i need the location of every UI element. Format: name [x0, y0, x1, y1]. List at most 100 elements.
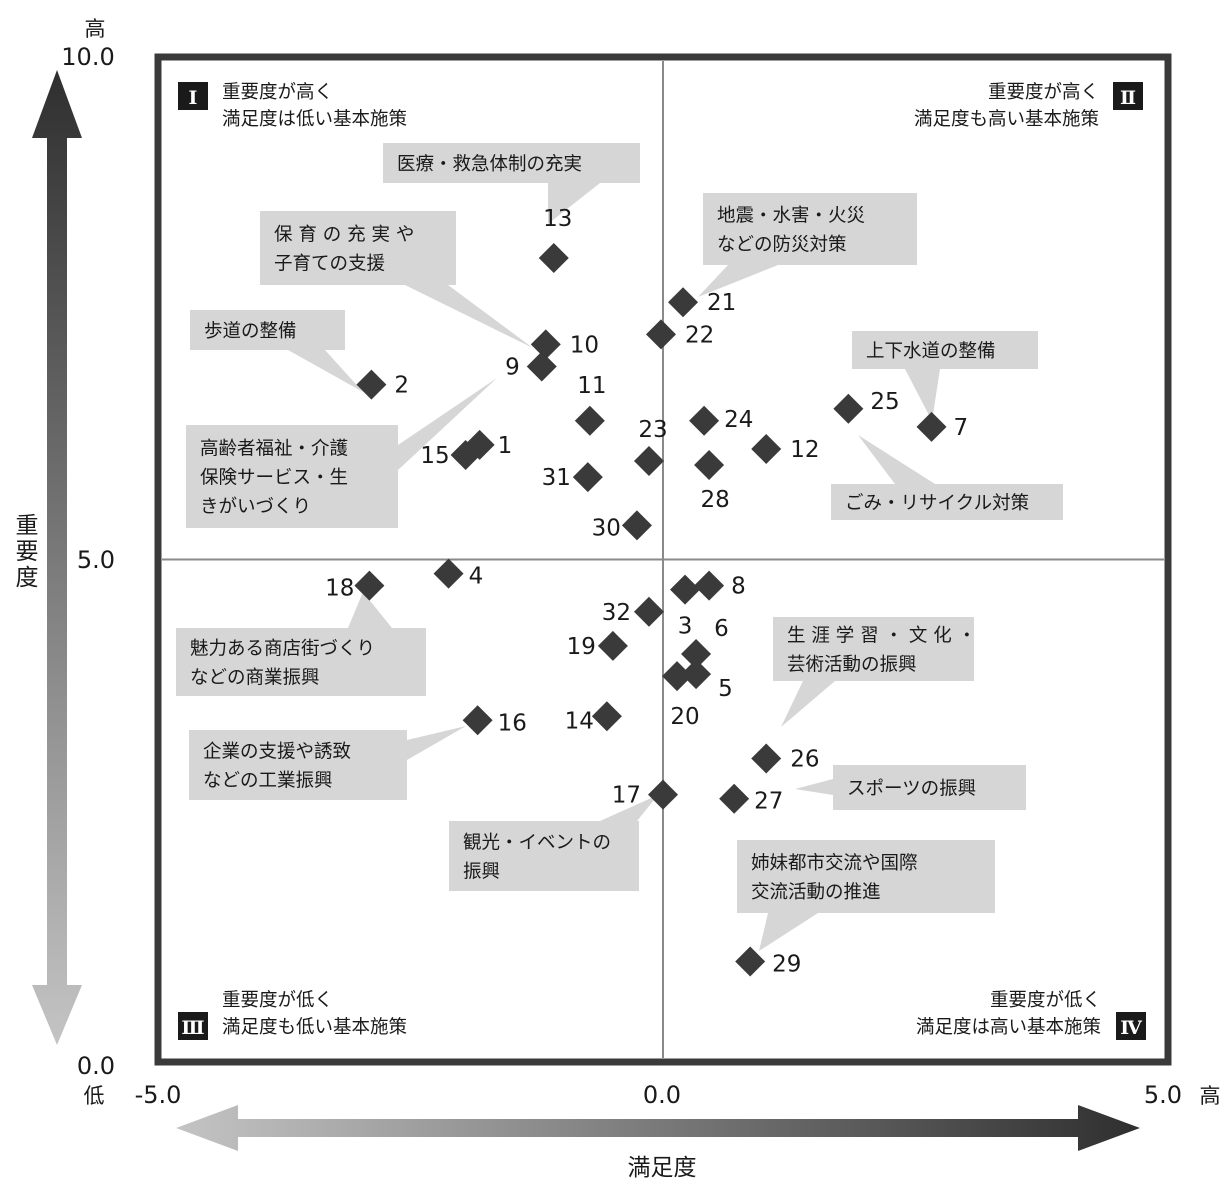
point-marker-25: [833, 393, 864, 424]
quadrant-numeral-box: [178, 1012, 208, 1040]
callout-box: [260, 211, 456, 285]
callout-pointer: [698, 265, 778, 297]
point-label-28: 28: [700, 487, 729, 513]
callout-point-7: 上下水道の整備: [852, 331, 1038, 421]
quadrant-caption-line: 満足度は高い基本施策: [916, 1017, 1101, 1038]
point-marker-3: [670, 574, 701, 605]
quadrant-numeral: Ⅲ: [181, 1017, 204, 1039]
callout-text-line: 保 育 の 充 実 や: [274, 225, 414, 246]
y-gradient-arrow: [32, 70, 82, 1045]
callout-box: [852, 331, 1038, 369]
quadrant-numeral: Ⅳ: [1120, 1017, 1142, 1039]
callout-pointer: [858, 435, 935, 484]
point-label-5: 5: [718, 676, 733, 702]
point-label-18: 18: [325, 576, 354, 602]
point-marker-12: [751, 433, 782, 464]
callout-text-line: 生 涯 学 習 ・ 文 化 ・: [787, 626, 976, 647]
x-tick-right: 5.0: [1144, 1081, 1182, 1109]
point-marker-24: [689, 405, 720, 436]
callout-box: [186, 425, 398, 528]
point-marker-15: [450, 439, 481, 470]
quadrant-numeral: Ⅱ: [1120, 87, 1136, 109]
point-marker-21: [668, 287, 699, 318]
callout-point-27: スポーツの振興: [795, 765, 1026, 810]
x-tick-left: -5.0: [135, 1081, 182, 1109]
point-label-31: 31: [542, 465, 571, 491]
callout-text-line: などの防災対策: [717, 235, 847, 256]
callout-pointer: [407, 726, 466, 760]
callout-text-line: 振興: [463, 862, 500, 883]
point-label-6: 6: [714, 616, 729, 642]
point-marker-32: [633, 596, 664, 627]
point-marker-29: [735, 946, 766, 977]
callout-text-line: 姉妹都市交流や国際: [751, 853, 918, 874]
callout-pointer: [795, 779, 833, 795]
callout-text-line: ごみ・リサイクル対策: [845, 493, 1029, 514]
callout-pointer: [548, 183, 600, 224]
point-label-17: 17: [612, 783, 641, 809]
callout-point-2: 歩道の整備: [190, 310, 363, 392]
callout-point-13: 医療・救急体制の充実: [383, 143, 640, 224]
callout-box: [737, 840, 995, 913]
quadrant-numeral-box: [1116, 1012, 1146, 1040]
point-label-9: 9: [505, 355, 520, 381]
x-axis-low-label: 低: [84, 1084, 105, 1108]
point-marker-27: [719, 783, 750, 814]
callout-point-26: 生 涯 学 習 ・ 文 化 ・芸術活動の振興: [773, 617, 976, 727]
point-marker-8: [694, 570, 725, 601]
point-marker-6: [681, 638, 712, 669]
point-label-29: 29: [772, 952, 801, 978]
point-marker-22: [645, 319, 676, 350]
point-label-22: 22: [685, 322, 714, 348]
callout-text-line: 医療・救急体制の充実: [397, 154, 582, 175]
callout-text-line: 芸術活動の振興: [787, 655, 917, 676]
y-tick-middle: 5.0: [77, 546, 115, 574]
point-marker-5: [681, 659, 712, 690]
point-marker-16: [462, 705, 493, 736]
callout-text-line: などの工業振興: [203, 771, 333, 792]
callout-pointer: [905, 369, 940, 421]
callout-text-line: 交流活動の推進: [751, 882, 881, 903]
callout-pointer: [600, 795, 658, 821]
callout-pointer: [348, 592, 392, 628]
callout-box: [449, 821, 639, 891]
quadrant-caption-line: 満足度も高い基本施策: [914, 109, 1099, 130]
point-label-8: 8: [731, 574, 746, 600]
point-label-11: 11: [577, 373, 606, 399]
point-label-14: 14: [565, 708, 594, 734]
x-axis-title: 満足度: [628, 1155, 697, 1181]
quadrant-caption-line: 重要度が低く: [222, 990, 333, 1011]
callout-text-line: 高齢者福祉・介護: [200, 439, 348, 460]
callout-box: [190, 310, 345, 350]
point-label-21: 21: [707, 290, 736, 316]
point-label-1: 1: [498, 433, 513, 459]
point-label-32: 32: [602, 600, 631, 626]
quadrant-caption-line: 重要度が高く: [988, 82, 1099, 103]
point-label-3: 3: [678, 614, 693, 640]
point-label-12: 12: [790, 437, 819, 463]
callout-point-25: ごみ・リサイクル対策: [831, 435, 1063, 520]
callout-box: [831, 484, 1063, 520]
callout-pointer: [759, 913, 818, 951]
point-label-7: 7: [954, 415, 969, 441]
callout-box: [773, 617, 974, 681]
point-label-30: 30: [592, 515, 621, 541]
callout-text-line: 歩道の整備: [204, 321, 297, 342]
point-marker-31: [572, 462, 603, 493]
y-tick-bottom: 0.0: [77, 1052, 115, 1080]
callout-text-line: 上下水道の整備: [866, 341, 996, 362]
callout-text-line: 地震・水害・火災: [717, 206, 865, 227]
point-label-25: 25: [870, 389, 899, 415]
point-label-4: 4: [469, 564, 484, 590]
point-label-26: 26: [790, 746, 819, 772]
point-marker-4: [433, 558, 464, 589]
